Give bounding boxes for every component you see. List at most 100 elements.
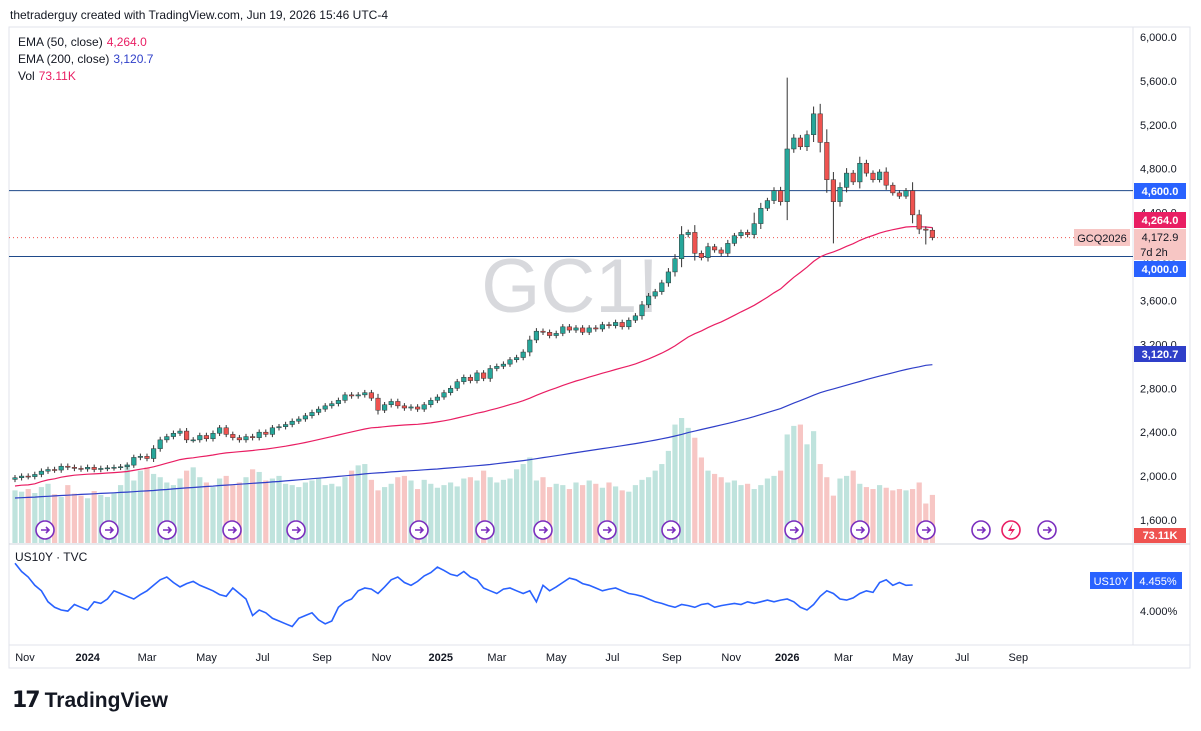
candle-body (316, 408, 322, 413)
volume-bar (896, 489, 902, 543)
dividend-arrow-icon[interactable] (784, 520, 804, 540)
y-tick-label: 1,600.0 (1140, 515, 1177, 527)
volume-bar (25, 489, 31, 543)
volume-bar (78, 495, 84, 543)
candle-up (857, 156, 863, 189)
chart-frame (8, 26, 1191, 669)
volume-bar (329, 483, 335, 543)
volume-bar (131, 480, 137, 543)
volume-bar (837, 478, 843, 543)
dividend-arrow-icon[interactable] (533, 520, 553, 540)
candle-body (527, 339, 533, 353)
candle-up (296, 416, 302, 424)
candle-up (408, 404, 414, 411)
volume-bar (38, 487, 44, 543)
candle-down (698, 250, 704, 261)
candle-up (276, 423, 282, 431)
volume-bar (283, 483, 289, 543)
dividend-arrow-icon[interactable] (475, 520, 495, 540)
candle-body (738, 232, 744, 236)
dividend-arrow-icon[interactable] (99, 520, 119, 540)
volume-bar (692, 437, 698, 543)
volume-bar (771, 475, 777, 543)
candle-down (824, 129, 830, 193)
dividend-arrow-icon[interactable] (409, 520, 429, 540)
volume-bar (586, 480, 592, 543)
candle-body (573, 327, 579, 331)
candle-body (910, 190, 916, 216)
us10y-pane[interactable] (14, 562, 913, 628)
candle-body (639, 304, 645, 317)
candle-down (52, 466, 58, 473)
candle-body (830, 179, 836, 202)
candle-down (896, 190, 902, 199)
volume-bar (593, 483, 599, 543)
candle-body (329, 403, 335, 407)
dividend-arrow-icon[interactable] (971, 520, 991, 540)
candle-up (784, 77, 790, 221)
time-axis[interactable]: Nov 2024 Mar May Jul Sep Nov 2025 Mar May Jul Sep No… (15, 652, 1028, 664)
volume-bar (613, 486, 619, 543)
volume-bar (553, 483, 559, 543)
volume-bar (804, 444, 810, 543)
tradingview-logo[interactable]: 17 TradingView (12, 688, 168, 713)
price-axis[interactable]: 6,000.05,600.05,200.04,800.04,400.04,000… (1140, 32, 1177, 527)
candle-body (263, 431, 269, 435)
candle-up (573, 325, 579, 333)
candle-body (342, 394, 348, 401)
candle-body (250, 436, 256, 438)
badge-4600 (1134, 183, 1186, 199)
candle-up (764, 197, 770, 211)
volume-bar (210, 487, 216, 543)
candle-down (401, 403, 407, 411)
dividend-arrow-icon[interactable] (222, 520, 242, 540)
dividend-arrow-icon[interactable] (35, 520, 55, 540)
y-tick-label: 5,200.0 (1140, 120, 1177, 132)
volume-bar (177, 478, 183, 543)
candle-up (45, 466, 51, 474)
candle-down (395, 398, 401, 409)
volume-bar (679, 418, 685, 543)
volume-bar (256, 471, 262, 543)
legend-ema50[interactable]: EMA (50, close) 4,264.0 (18, 35, 147, 49)
dividend-arrow-icon[interactable] (157, 520, 177, 540)
dividend-arrow-icon[interactable] (597, 520, 617, 540)
candle-up (507, 356, 513, 367)
dividend-arrow-icon[interactable] (1037, 520, 1057, 540)
candle-body (850, 172, 856, 183)
candle-up (58, 463, 64, 473)
candle-body (137, 456, 143, 458)
dividend-arrow-icon[interactable] (850, 520, 870, 540)
dividend-markers[interactable] (35, 520, 1057, 540)
dividend-arrow-icon[interactable] (916, 520, 936, 540)
candle-down (25, 473, 31, 480)
legend-ema200[interactable]: EMA (200, close) 3,120.7 (18, 52, 153, 66)
dividend-arrow-icon[interactable] (661, 520, 681, 540)
volume-bar (580, 485, 586, 543)
candle-up (448, 385, 454, 396)
volume-bar (448, 482, 454, 543)
volume-bar (639, 479, 645, 543)
candle-up (804, 130, 810, 151)
candle-body (415, 406, 421, 410)
candle-body (896, 192, 902, 197)
candle-body (632, 315, 638, 321)
volume-bar (276, 475, 282, 543)
candle-body (692, 232, 698, 254)
candle-body (718, 249, 724, 254)
us10y-symbol-badge (1090, 572, 1132, 589)
volume-bar (467, 477, 473, 543)
lightning-icon[interactable] (1001, 520, 1021, 540)
legend-volume[interactable]: Vol 73.11K (18, 69, 76, 83)
candle-up (177, 428, 183, 437)
candle-body (131, 457, 137, 466)
candle-body (857, 162, 863, 183)
dividend-arrow-icon[interactable] (286, 520, 306, 540)
volume-bar (19, 491, 25, 543)
horizontal-lines (9, 190, 1133, 258)
candle-up (494, 363, 500, 372)
x-tick-label: Sep (662, 652, 682, 664)
volume-bar (738, 485, 744, 543)
candle-up (659, 279, 665, 295)
